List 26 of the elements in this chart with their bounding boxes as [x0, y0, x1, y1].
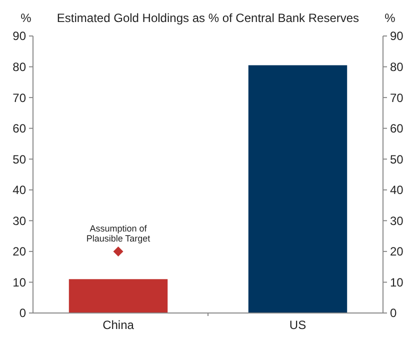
- y2-tick-label: 50: [390, 152, 404, 166]
- y-tick-label: 90: [12, 29, 26, 44]
- y2-tick-label: 70: [390, 90, 404, 105]
- y-tick-label: 30: [12, 214, 26, 228]
- annotation: Assumption of Plausible Target: [86, 223, 151, 244]
- y-tick-label: 60: [12, 122, 26, 136]
- y2-tick-label: 20: [390, 244, 404, 259]
- y-tick-label: 0: [19, 306, 26, 320]
- chart-title: Estimated Gold Holdings as % of Central Bank Reserves: [56, 11, 360, 25]
- y2-tick-label: 10: [390, 275, 404, 290]
- y2-tick-label: 90: [390, 29, 404, 44]
- y2-tick-label: 80: [390, 60, 404, 74]
- y2-tick-label: 0: [390, 306, 397, 320]
- x-tick-label: US: [289, 318, 306, 332]
- y-axis-title: %: [20, 11, 32, 25]
- y2-tick-label: 60: [390, 122, 404, 136]
- x-tick-label: China: [102, 318, 134, 332]
- y2-axis-title: %: [384, 11, 396, 25]
- y2-tick-label: 40: [390, 183, 404, 198]
- y-tick-label: 10: [12, 275, 26, 290]
- y2-tick-label: 30: [390, 214, 404, 228]
- y-tick-label: 50: [12, 152, 26, 166]
- y-tick-label: 40: [12, 183, 26, 198]
- y-tick-label: 70: [12, 90, 26, 105]
- y-tick-label: 20: [12, 244, 26, 259]
- y-tick-label: 80: [12, 60, 26, 74]
